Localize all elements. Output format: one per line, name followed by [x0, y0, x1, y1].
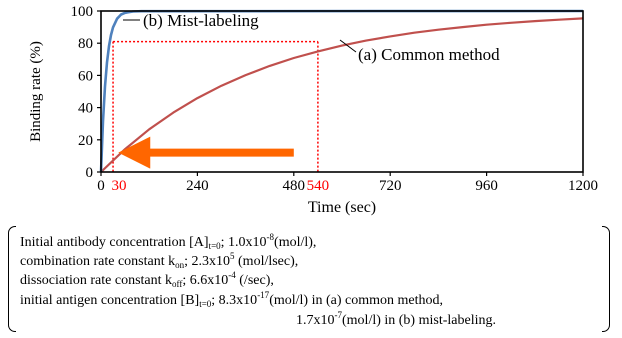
note-line-antibody-value: ; 1.0x10	[220, 235, 267, 250]
x-tick-label: 240	[186, 178, 209, 194]
y-tick-label: 60	[78, 68, 93, 84]
x-axis-label: Time (sec)	[308, 199, 376, 216]
y-tick-label: 80	[78, 36, 93, 52]
y-tick-label: 40	[78, 101, 93, 117]
note-line-kon-exp: 5	[230, 251, 235, 261]
note-line-antibody-sub: t=0	[208, 241, 221, 251]
note-line-koff-sub: off	[172, 279, 183, 289]
note-line-kon: combination rate constant kon; 2.3x105 (…	[20, 247, 298, 274]
y-axis-label: Binding rate (%)	[28, 41, 44, 142]
plot-frame	[100, 10, 584, 173]
x-tick-label-highlight: 540	[307, 178, 330, 194]
y-tick-label: 20	[78, 133, 93, 149]
x-tick-label: 960	[475, 178, 498, 194]
note-left-bracket	[8, 226, 16, 332]
series-line-mist-labeling	[99, 9, 584, 173]
x-tick-label: 1200	[568, 178, 598, 194]
note-line-antigen-mist-value: 1.7x10	[296, 313, 335, 328]
note-line-antigen-prefix: initial antigen concentration [B]	[20, 293, 200, 308]
note-line-antigen-value: ; 8.3x10	[211, 293, 258, 308]
note-line-kon-sub: on	[175, 260, 185, 270]
note-line-antibody-exp: -8	[266, 232, 275, 242]
note-line-kon-value: ; 2.3x10	[184, 254, 231, 269]
note-line-koff: dissociation rate constant koff; 6.6x10-…	[20, 266, 274, 293]
note-line-antibody-prefix: Initial antibody concentration [A]	[20, 235, 209, 250]
note-line-antibody-unit: (mol/l),	[274, 235, 317, 250]
x-tick-label: 720	[379, 178, 402, 194]
x-tick-label: 480	[283, 178, 306, 194]
note-line-antigen-mist-unit: (mol/l) in (b) mist-labeling.	[342, 313, 496, 328]
note-line-koff-value: ; 6.6x10	[182, 273, 229, 288]
note-line-koff-exp: -4	[228, 270, 236, 280]
x-tick-label-highlight: 30	[112, 178, 127, 194]
series-label-mist-labeling: (b) Mist-labeling	[143, 11, 259, 30]
note-line-koff-unit: (/sec),	[235, 273, 274, 288]
note-line-antigen-mist: 1.7x10-7(mol/l) in (b) mist-labeling.	[296, 306, 496, 330]
note-line-kon-unit: (mol/lsec),	[234, 254, 299, 269]
note-line-koff-prefix: dissociation rate constant k	[20, 273, 173, 288]
binding-rate-chart: 0 20 40 60 80 100 0 240 480 720 960 1200 30 540 Time (…	[28, 4, 598, 216]
series-label-common-method: (a) Common method	[358, 45, 500, 64]
y-tick-label: 100	[71, 4, 94, 20]
note-line-antigen: initial antigen concentration [B]t=0; 8.…	[20, 286, 443, 313]
note-line-antigen-sub: t=0	[199, 299, 212, 309]
y-tick-label: 0	[86, 165, 94, 181]
series-line-common-method	[100, 17, 584, 173]
note-line-antigen-unit: (mol/l) in (a) common method,	[269, 293, 443, 308]
note-line-antibody: Initial antibody concentration [A]t=0; 1…	[20, 228, 316, 255]
note-line-antigen-exp: -17	[257, 290, 270, 300]
parameter-note: Initial antibody concentration [A]t=0; 1…	[8, 226, 616, 334]
note-right-bracket	[602, 226, 610, 332]
note-line-kon-prefix: combination rate constant k	[20, 254, 176, 269]
x-tick-label: 0	[97, 178, 105, 194]
common-method-leader	[339, 39, 357, 53]
note-line-antigen-mist-exp: -7	[334, 310, 343, 320]
